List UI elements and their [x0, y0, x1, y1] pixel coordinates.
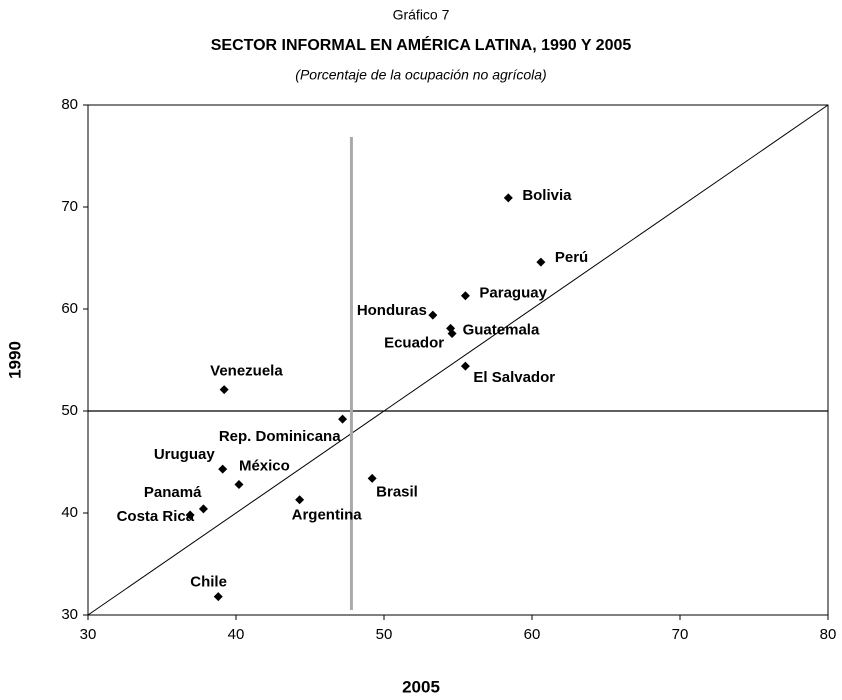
point	[503, 193, 513, 203]
x-tick-label: 30	[80, 626, 97, 643]
point-label: Argentina	[292, 507, 363, 524]
y-tick-label: 70	[61, 198, 78, 215]
point	[428, 310, 438, 320]
x-tick-label: 70	[672, 626, 689, 643]
point-label: Paraguay	[479, 285, 547, 302]
point-label: Brasil	[376, 483, 418, 500]
y-tick-label: 50	[61, 402, 78, 419]
point-label: Guatemala	[463, 321, 540, 338]
point-label: Rep. Dominicana	[219, 428, 341, 445]
plot-frame	[87, 104, 829, 616]
point-label: Bolivia	[522, 187, 572, 204]
point	[367, 473, 377, 483]
point-label: Costa Rica	[117, 508, 195, 525]
point-label: Honduras	[357, 302, 427, 319]
point-label: Uruguay	[154, 446, 216, 463]
point	[219, 385, 229, 395]
point	[218, 464, 228, 474]
point	[460, 361, 470, 371]
point-label: Panamá	[144, 484, 202, 501]
point-label: Chile	[190, 574, 227, 591]
point-label: México	[239, 457, 290, 474]
x-tick-label: 60	[524, 626, 541, 643]
x-tick-label: 80	[820, 626, 837, 643]
point-label: Venezuela	[210, 363, 283, 380]
y-tick-label: 30	[61, 606, 78, 623]
y-tick-label: 80	[61, 96, 78, 113]
point-label: El Salvador	[473, 369, 555, 386]
point	[447, 328, 457, 338]
point	[295, 495, 305, 505]
x-axis-label: 2005	[402, 677, 440, 696]
point	[338, 414, 348, 424]
point	[536, 257, 546, 267]
y-axis-label: 1990	[5, 341, 24, 379]
point-label: Ecuador	[384, 334, 444, 351]
point	[198, 504, 208, 514]
point	[185, 510, 195, 520]
point	[213, 592, 223, 602]
diagonal-line	[87, 104, 829, 616]
point-label: Perú	[555, 249, 588, 266]
x-tick-label: 50	[376, 626, 393, 643]
chart-suptitle: Gráfico 7	[393, 7, 450, 23]
chart-subtitle: (Porcentaje de la ocupación no agrícola)	[295, 67, 546, 83]
point	[234, 479, 244, 489]
point	[460, 291, 470, 301]
y-tick-label: 60	[61, 300, 78, 317]
y-tick-label: 40	[61, 504, 78, 521]
x-tick-label: 40	[228, 626, 245, 643]
chart-title: SECTOR INFORMAL EN AMÉRICA LATINA, 1990 …	[211, 35, 632, 54]
